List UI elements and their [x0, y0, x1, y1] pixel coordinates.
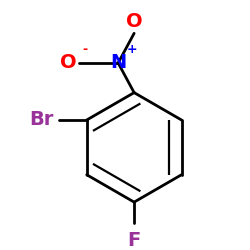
- Text: F: F: [128, 232, 141, 250]
- Text: O: O: [60, 54, 76, 72]
- Text: Br: Br: [29, 110, 53, 130]
- Text: -: -: [82, 43, 88, 56]
- Text: N: N: [110, 54, 126, 72]
- Text: O: O: [126, 12, 142, 32]
- Text: +: +: [126, 43, 137, 56]
